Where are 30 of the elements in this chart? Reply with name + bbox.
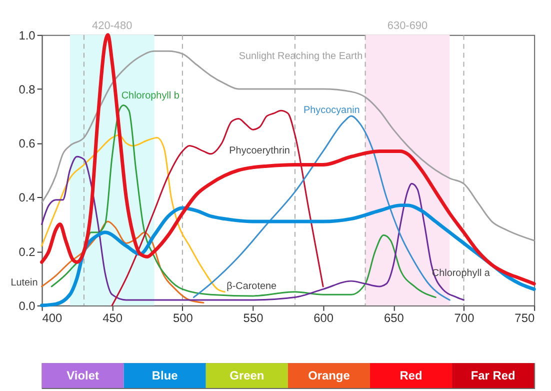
line-series bbox=[41, 220, 204, 304]
band-label: 420-480 bbox=[92, 20, 132, 32]
series-label: Phycocyanin bbox=[303, 105, 360, 116]
x-tick-label: 550 bbox=[243, 310, 264, 325]
band-label: 630-690 bbox=[387, 20, 428, 32]
x-tick-label: 600 bbox=[314, 310, 334, 325]
y-tick-label: 0.8 bbox=[18, 82, 36, 96]
line-series bbox=[41, 134, 226, 293]
x-tick-label: 700 bbox=[454, 310, 475, 325]
series-label: Lutein bbox=[10, 277, 38, 288]
y-tick-label: 1.0 bbox=[18, 28, 36, 42]
category-label: Red bbox=[400, 368, 422, 383]
category-label: Far Red bbox=[470, 368, 516, 383]
y-tick-label: 0.2 bbox=[18, 244, 36, 259]
series-label: Chlorophyll b bbox=[121, 90, 180, 102]
text: Sunlight Reaching the Earth bbox=[238, 51, 363, 62]
x-tick-label: 750 bbox=[514, 310, 535, 325]
y-tick-label: 0.0 bbox=[18, 298, 36, 313]
category-label: Violet bbox=[66, 368, 99, 383]
series-label: Phycoerythrin bbox=[229, 145, 290, 156]
y-tick-label: 0.6 bbox=[18, 136, 36, 151]
category-label: Green bbox=[230, 368, 264, 383]
x-tick-label: 450 bbox=[102, 310, 123, 325]
x-tick-label: 650 bbox=[384, 310, 404, 325]
series-label: β-Carotene bbox=[226, 280, 277, 292]
x-tick-label: 500 bbox=[172, 310, 194, 325]
x-tick-label: 400 bbox=[42, 310, 63, 325]
category-label: Orange bbox=[308, 368, 350, 383]
category-label: Blue bbox=[152, 368, 178, 383]
y-tick-label: 0.4 bbox=[18, 190, 36, 205]
